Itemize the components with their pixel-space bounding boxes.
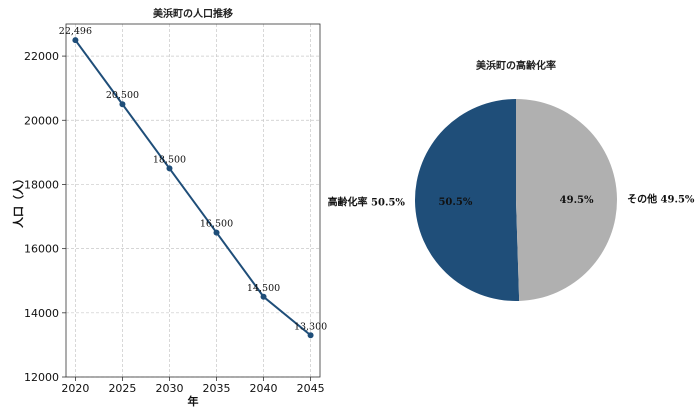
- line-chart-title: 美浜町の人口推移: [153, 7, 233, 20]
- data-point: [260, 293, 267, 300]
- pie-inner-label: 49.5%: [560, 195, 594, 206]
- data-point: [213, 229, 220, 236]
- data-point: [166, 165, 173, 172]
- x-tick-label: 2025: [108, 382, 136, 395]
- x-tick-label: 2040: [250, 382, 278, 395]
- plot-frame: [65, 23, 321, 378]
- data-point: [307, 332, 314, 339]
- x-tick-label: 2035: [203, 382, 231, 395]
- y-tick-label: 22000: [24, 50, 59, 63]
- x-tick-label: 2030: [155, 382, 183, 395]
- data-label: 13,300: [294, 321, 327, 332]
- data-label: 16,500: [200, 219, 233, 230]
- pie-slice: [415, 99, 520, 301]
- y-axis-label: 人口（人）: [11, 173, 25, 228]
- x-tick-label: 2020: [61, 382, 89, 395]
- y-tick-label: 20000: [24, 114, 59, 127]
- y-tick-label: 18000: [24, 178, 59, 191]
- pie-slice: [516, 99, 618, 301]
- pie-inner-label: 50.5%: [438, 197, 472, 208]
- data-label: 18,500: [153, 154, 186, 165]
- data-label: 20,500: [106, 90, 139, 101]
- x-tick-label: 2045: [297, 382, 325, 395]
- y-tick-label: 16000: [24, 243, 59, 256]
- y-tick-label: 14000: [24, 307, 59, 320]
- pie-chart-title: 美浜町の高齢化率: [476, 59, 556, 72]
- data-label: 14,500: [247, 283, 280, 294]
- data-label: 22,496: [59, 26, 92, 37]
- series-line: [74, 39, 312, 337]
- y-tick-label: 12000: [24, 371, 59, 384]
- data-point: [72, 37, 79, 44]
- data-point: [119, 101, 126, 108]
- x-axis-label: 年: [188, 394, 199, 408]
- pie-outer-label: その他 49.5%: [627, 192, 695, 205]
- pie-outer-label: 高齢化率 50.5%: [328, 196, 406, 209]
